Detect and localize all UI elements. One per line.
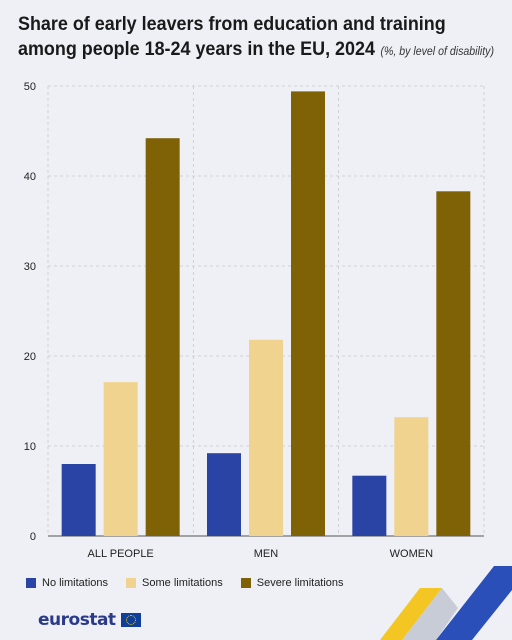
y-tick-label: 50 [24, 81, 36, 93]
bar-severe-limitations [291, 91, 325, 537]
legend-swatch-some-limitations [126, 578, 137, 588]
legend-item-severe-limitations: Severe limitations [240, 577, 344, 589]
x-tick-label: MEN [254, 548, 279, 560]
logo-text: eurostat [38, 610, 116, 630]
eurostat-logo: eurostat [38, 610, 141, 630]
legend-item-no-limitations: No limitations [26, 577, 108, 589]
eu-flag-icon [120, 613, 141, 627]
legend-swatch-no-limitations [26, 578, 36, 588]
bar-some-limitations [103, 382, 138, 536]
bar-no-limitations [207, 453, 241, 536]
legend-label-no-limitations: No limitations [42, 577, 109, 589]
x-tick-label: WOMEN [390, 548, 433, 560]
bar-severe-limitations [436, 191, 471, 537]
y-tick-label: 0 [30, 531, 36, 543]
title-line-2-text: among people 18-24 years in the EU, 2024 [18, 38, 375, 60]
chart-subtitle: (%, by level of disability) [380, 46, 494, 58]
title-line-1: Share of early leavers from education an… [18, 13, 446, 35]
title-line-2: among people 18-24 years in the EU, 2024… [18, 37, 494, 65]
chart-title: Share of early leavers from education an… [18, 12, 498, 65]
legend-swatch-severe-limitations [240, 578, 251, 588]
bar-some-limitations [394, 417, 429, 536]
bar-some-limitations [249, 339, 283, 536]
x-tick-label: ALL PEOPLE [88, 548, 154, 560]
legend-item-some-limitations: Some limitations [126, 577, 223, 589]
bar-no-limitations [61, 464, 96, 536]
decorative-chevron-icon [380, 566, 512, 640]
y-tick-label: 30 [24, 261, 36, 273]
chart-legend: No limitations Some limitations Severe l… [26, 577, 344, 589]
bar-severe-limitations [145, 138, 180, 536]
y-tick-label: 40 [24, 171, 36, 183]
y-tick-label: 20 [24, 351, 36, 363]
y-tick-label: 10 [24, 441, 36, 453]
legend-label-some-limitations: Some limitations [142, 577, 223, 589]
bar-no-limitations [352, 475, 387, 536]
legend-label-severe-limitations: Severe limitations [256, 577, 344, 589]
